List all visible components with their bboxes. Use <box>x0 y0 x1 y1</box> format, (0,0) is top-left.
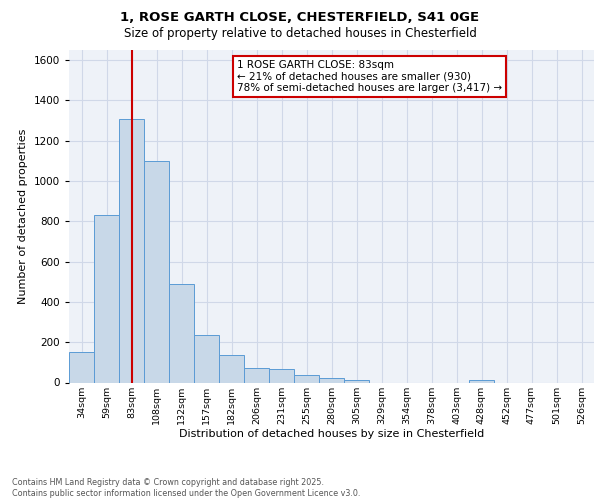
Bar <box>269 370 294 382</box>
Text: Contains HM Land Registry data © Crown copyright and database right 2025.
Contai: Contains HM Land Registry data © Crown c… <box>12 478 361 498</box>
X-axis label: Distribution of detached houses by size in Chesterfield: Distribution of detached houses by size … <box>179 429 484 439</box>
Bar <box>194 335 219 382</box>
Bar <box>344 380 369 382</box>
Bar <box>69 352 94 382</box>
Bar <box>319 378 344 382</box>
Bar <box>94 215 119 382</box>
Bar <box>144 161 169 382</box>
Text: 1 ROSE GARTH CLOSE: 83sqm
← 21% of detached houses are smaller (930)
78% of semi: 1 ROSE GARTH CLOSE: 83sqm ← 21% of detac… <box>237 60 502 93</box>
Text: 1, ROSE GARTH CLOSE, CHESTERFIELD, S41 0GE: 1, ROSE GARTH CLOSE, CHESTERFIELD, S41 0… <box>121 11 479 24</box>
Bar <box>294 375 319 382</box>
Bar <box>119 118 144 382</box>
Bar <box>469 380 494 382</box>
Bar <box>219 356 244 382</box>
Y-axis label: Number of detached properties: Number of detached properties <box>18 128 28 304</box>
Text: Size of property relative to detached houses in Chesterfield: Size of property relative to detached ho… <box>124 28 476 40</box>
Bar <box>169 284 194 382</box>
Bar <box>244 368 269 382</box>
